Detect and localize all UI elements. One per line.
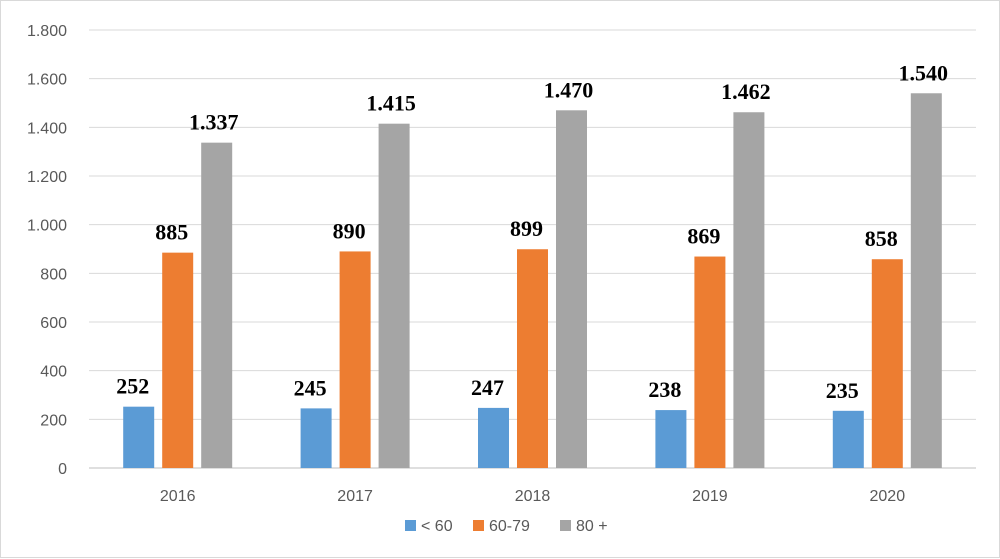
x-axis-ticks: 2016 2017 2018 2019 2020 — [160, 488, 905, 505]
bar-80-2020 — [910, 93, 942, 469]
data-label: 1.470 — [544, 77, 594, 102]
data-label: 1.415 — [366, 91, 416, 116]
bar-60-2017 — [300, 408, 332, 468]
data-label: 252 — [116, 374, 149, 399]
y-axis-ticks: 0 200 400 600 800 1.000 1.200 1.400 1.600 1.800 — [27, 23, 67, 478]
bar-60-2020 — [832, 410, 864, 468]
x-tick-label: 2017 — [337, 488, 373, 505]
bar-80-2016 — [201, 142, 233, 468]
bar-80-2019 — [733, 112, 765, 468]
y-tick-label: 1.200 — [27, 169, 67, 186]
y-tick-label: 1.600 — [27, 72, 67, 89]
data-label: 238 — [648, 377, 681, 402]
bar-60-2018 — [478, 407, 509, 468]
bar-80-2018 — [556, 110, 587, 469]
legend: < 60 60-79 80 + — [405, 518, 608, 535]
y-tick-label: 800 — [40, 266, 67, 283]
bar-60-79-2017 — [339, 251, 371, 468]
y-tick-label: 200 — [40, 412, 67, 429]
x-tick-label: 2018 — [515, 488, 551, 505]
bars — [123, 93, 942, 469]
bar-60-2016 — [123, 406, 155, 468]
legend-label: 60-79 — [489, 518, 530, 535]
legend-swatch — [473, 520, 484, 531]
data-label: 1.540 — [899, 60, 949, 85]
data-label: 235 — [826, 378, 859, 403]
legend-label: < 60 — [421, 518, 453, 535]
bar-60-2019 — [655, 410, 687, 468]
y-tick-label: 1.000 — [27, 218, 67, 235]
y-tick-label: 1.800 — [27, 23, 67, 40]
bar-60-79-2019 — [694, 256, 726, 468]
bar-60-79-2016 — [162, 252, 194, 468]
y-tick-label: 1.400 — [27, 120, 67, 137]
data-label: 1.462 — [721, 79, 771, 104]
y-tick-label: 400 — [40, 364, 67, 381]
x-tick-label: 2020 — [870, 488, 906, 505]
data-label: 890 — [333, 218, 366, 243]
legend-swatch — [560, 520, 571, 531]
data-label: 858 — [865, 226, 898, 251]
bar-80-2017 — [378, 123, 410, 468]
data-label: 885 — [155, 220, 188, 245]
y-tick-label: 0 — [58, 461, 67, 478]
data-label: 247 — [471, 375, 504, 400]
bar-60-79-2020 — [871, 259, 903, 468]
x-tick-label: 2019 — [692, 488, 728, 505]
data-label: 869 — [687, 224, 720, 249]
bar-60-79-2018 — [517, 249, 548, 468]
data-label: 1.337 — [189, 110, 239, 135]
legend-swatch — [405, 520, 416, 531]
y-tick-label: 600 — [40, 315, 67, 332]
x-tick-label: 2016 — [160, 488, 196, 505]
data-label: 245 — [294, 375, 327, 400]
data-labels: 252 885 1.337 245 890 1.415 247 899 1.470 238 869 1… — [116, 60, 948, 403]
legend-label: 80 + — [576, 518, 608, 535]
data-label: 899 — [510, 216, 543, 241]
